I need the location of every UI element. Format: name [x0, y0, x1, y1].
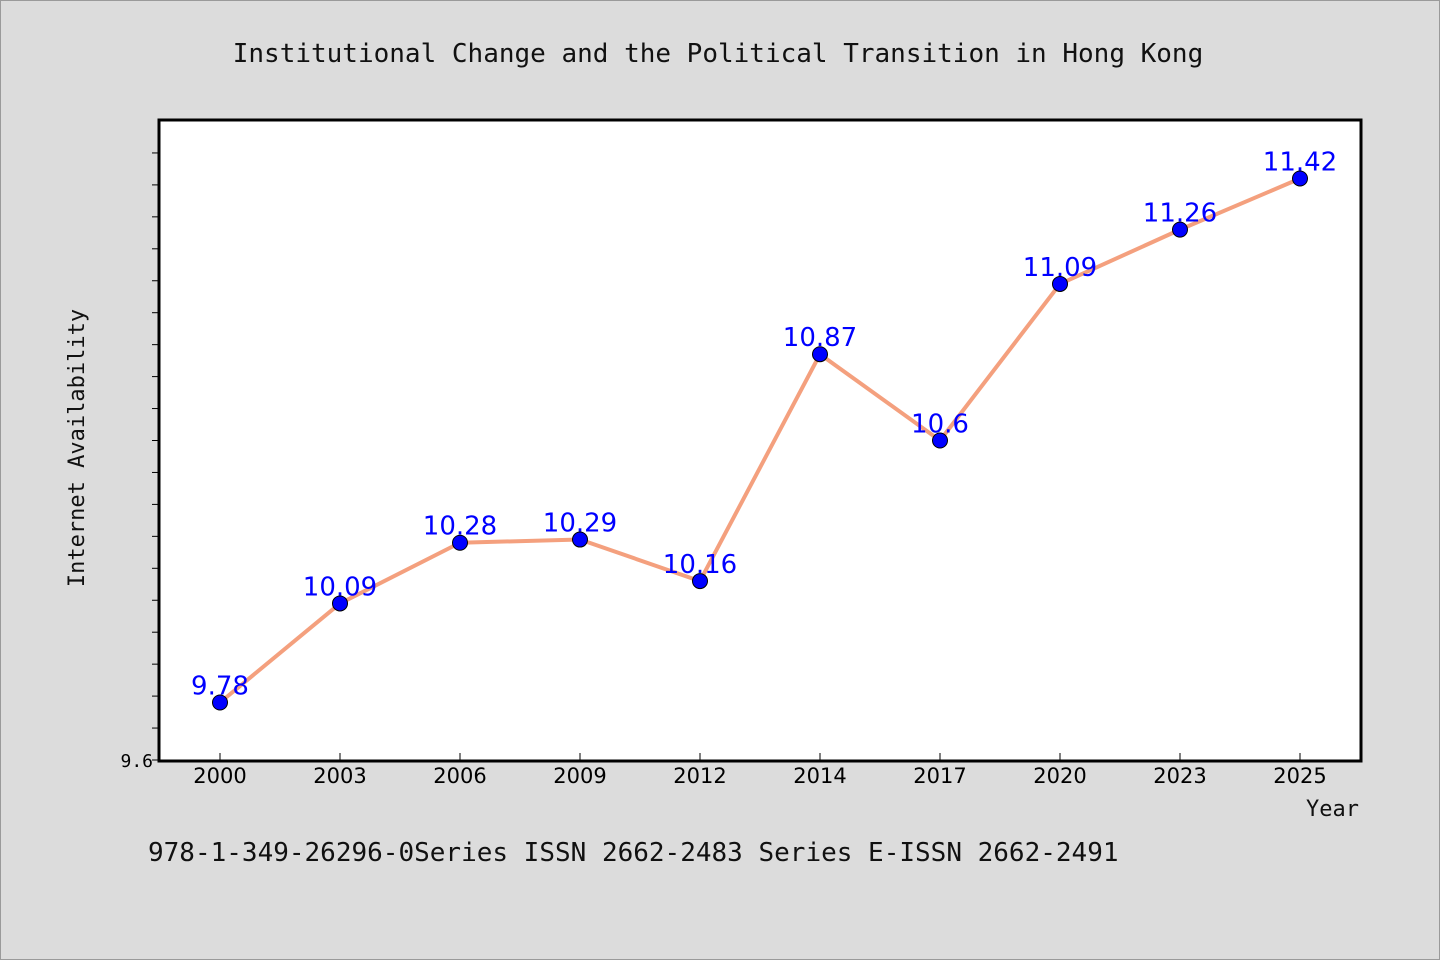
y-axis-ticks [152, 152, 159, 761]
footer-isbn-text: 978-1-349-26296-0Series ISSN 2662-2483 S… [148, 838, 1119, 868]
data-point [692, 573, 708, 590]
plot-area [157, 118, 1363, 763]
chart-title: Institutional Change and the Political T… [233, 39, 1204, 69]
data-point [1172, 221, 1188, 238]
y-tick-label: 9.6 [120, 751, 153, 772]
data-label: 11.09 [1023, 253, 1097, 283]
data-label: 11.26 [1143, 199, 1217, 229]
series-line [218, 176, 1302, 705]
x-tick-label: 2009 [553, 764, 606, 788]
data-point [212, 694, 228, 711]
x-tick-label: 2025 [1273, 764, 1326, 788]
x-tick-label: 2017 [913, 764, 966, 788]
x-tick-label: 2012 [673, 764, 726, 788]
x-tick-label: 2006 [433, 764, 486, 788]
data-point [572, 531, 588, 548]
data-label: 10.16 [663, 550, 737, 580]
data-point [452, 534, 468, 551]
data-label: 10.87 [783, 323, 857, 353]
data-point [332, 595, 348, 612]
x-tick-label: 2023 [1153, 764, 1206, 788]
data-point [812, 346, 828, 363]
data-point [932, 432, 948, 449]
x-tick-label: 2003 [313, 764, 366, 788]
x-axis-label: Year [1306, 797, 1359, 822]
data-label: 10.28 [423, 512, 497, 542]
x-tick-label: 2000 [193, 764, 246, 788]
x-tick-label: 2014 [793, 764, 846, 788]
data-point [1052, 275, 1068, 292]
data-label: 10.6 [911, 410, 969, 440]
data-label: 10.29 [543, 509, 617, 539]
y-axis-label: Internet Availability [65, 309, 90, 587]
x-tick-label: 2020 [1033, 764, 1086, 788]
data-label: 10.09 [303, 572, 377, 602]
x-axis-ticks: 2000 2003 2006 2009 2012 2014 2017 2020 2023 2025 [193, 753, 1327, 788]
data-label: 9.78 [191, 671, 249, 701]
series-group: 9.78 10.09 10.28 10.29 10.16 10.87 10.6 11.09 11… [191, 148, 1337, 711]
data-point [1292, 170, 1308, 187]
data-label: 11.42 [1263, 148, 1337, 178]
